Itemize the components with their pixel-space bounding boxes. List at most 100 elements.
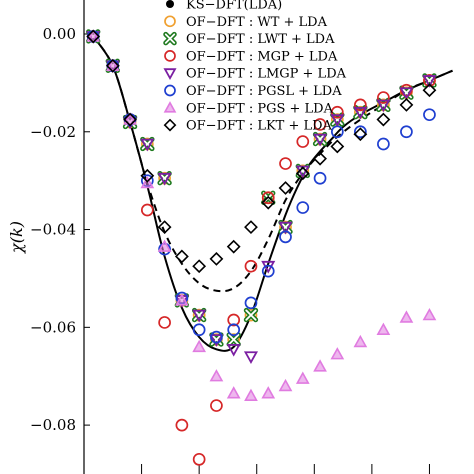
lkt-marker <box>192 259 207 274</box>
lkt-marker <box>399 97 414 112</box>
legend: OF−DFT : WT + LDA OF−DFT : LWT + LDA OF−DF… <box>163 0 347 134</box>
mgp-marker <box>400 83 413 97</box>
lwt-marker <box>278 219 293 235</box>
pgsl-marker <box>244 296 258 310</box>
pgs-marker <box>175 293 189 306</box>
pgs-marker <box>261 386 276 399</box>
lkt-marker <box>330 139 345 154</box>
y-axis-label: χ(k) <box>7 221 26 254</box>
pgs-marker <box>313 359 327 372</box>
lwt-marker-inner <box>193 309 205 321</box>
lkt-marker <box>295 166 310 181</box>
lwt-marker <box>312 131 328 147</box>
lmgp-marker <box>353 106 368 120</box>
lkt-marker <box>353 127 368 142</box>
lkt-marker <box>261 195 276 210</box>
legend-label-wt: OF−DFT : WT + LDA <box>186 15 328 30</box>
pgsl-marker <box>330 125 344 139</box>
pgsl-marker <box>354 125 367 139</box>
pgsl-marker <box>296 201 310 214</box>
legend-marker-ks-dft <box>166 0 174 8</box>
legend-marker-lwt-inner <box>164 33 176 44</box>
lmgp-marker <box>330 114 345 127</box>
lwt-marker-inner <box>279 221 292 233</box>
lkt-marker <box>123 112 137 127</box>
pgs-marker <box>399 310 414 323</box>
lkt-marker <box>140 168 155 183</box>
mgp-marker <box>244 259 258 273</box>
pgsl-marker <box>227 323 241 337</box>
y-tick-label: −0.06 <box>30 318 76 336</box>
mgp-marker <box>296 135 310 148</box>
lwt-marker-inner <box>423 74 436 87</box>
y-tick-label: −0.08 <box>30 416 76 434</box>
lmgp-marker <box>422 75 437 88</box>
ks-dft-curve <box>92 35 453 352</box>
lmgp-marker <box>399 87 414 101</box>
lwt-marker <box>243 307 259 323</box>
legend-marker-lwt <box>163 31 177 46</box>
lkt-marker <box>376 112 391 127</box>
pgsl-marker <box>210 330 223 344</box>
lwt-marker-inner <box>245 309 257 321</box>
mgp-marker <box>192 452 206 466</box>
mgp-marker <box>175 418 189 432</box>
mgp-marker <box>377 91 390 104</box>
mgp-marker <box>330 105 344 119</box>
lkt-marker <box>244 220 258 235</box>
lmgp-marker <box>243 351 258 365</box>
lwt-marker-inner <box>141 138 153 150</box>
mgp-marker <box>210 399 223 412</box>
pgs-marker <box>157 239 172 252</box>
lmgp-marker <box>278 221 293 235</box>
legend-label-pgsl: OF−DFT : PGSL + LDA <box>186 84 342 99</box>
lmgp-marker <box>209 334 224 347</box>
pgsl-marker <box>261 264 275 278</box>
mgp-marker <box>140 203 154 217</box>
lmgp-marker <box>157 172 172 186</box>
pgsl-marker <box>400 125 413 139</box>
lwt-marker-inner <box>400 87 412 99</box>
pgs-marker <box>278 378 293 392</box>
lmgp-marker <box>140 138 155 152</box>
lmgp-marker <box>376 99 391 113</box>
mgp-marker <box>279 157 292 170</box>
pgsl-marker <box>377 137 390 151</box>
mgp-marker <box>158 316 171 329</box>
lwt-marker <box>140 136 155 152</box>
legend-label-lkt: OF−DFT : LKT + LDA <box>186 119 333 134</box>
legend-marker-pgs <box>163 101 177 113</box>
legend-marker-mgp <box>164 50 176 62</box>
legend-marker-pgsl <box>164 84 176 97</box>
legend-marker-lmgp <box>163 68 177 81</box>
lmgp-marker <box>192 309 207 323</box>
lwt-marker <box>295 163 310 179</box>
mgp-marker <box>227 313 241 327</box>
pgsl-marker <box>192 323 206 337</box>
lmgp-marker <box>226 344 241 357</box>
lwt-marker-inner <box>228 333 240 346</box>
pgs-marker <box>209 369 224 382</box>
lkt-marker <box>226 239 241 254</box>
pgs-marker <box>244 388 258 401</box>
y-tick-label: −0.02 <box>30 123 76 141</box>
axes: 0.00 −0.02 −0.04 −0.06 −0.08 χ(k) <box>7 0 430 474</box>
lkt-marker <box>105 58 120 73</box>
lwt-marker <box>191 307 207 323</box>
pgs-marker <box>422 307 437 321</box>
pgs-marker <box>330 347 345 360</box>
lkt-marker <box>278 181 293 195</box>
legend-marker-wt <box>164 15 176 28</box>
lmgp-marker <box>313 133 328 147</box>
lkt-marker <box>313 151 327 166</box>
pgs-marker <box>353 334 368 348</box>
pgs-marker <box>376 322 391 335</box>
y-tick-label: 0.00 <box>43 25 76 43</box>
legend-label-mgp: OF−DFT : MGP + LDA <box>186 49 338 64</box>
pgs-marker <box>226 386 241 399</box>
lwt-marker <box>399 85 414 100</box>
legend-label-ks-dft: KS−DFT(LDA) <box>186 0 282 13</box>
lwt-marker-inner <box>314 133 326 145</box>
lkt-marker <box>209 251 224 266</box>
